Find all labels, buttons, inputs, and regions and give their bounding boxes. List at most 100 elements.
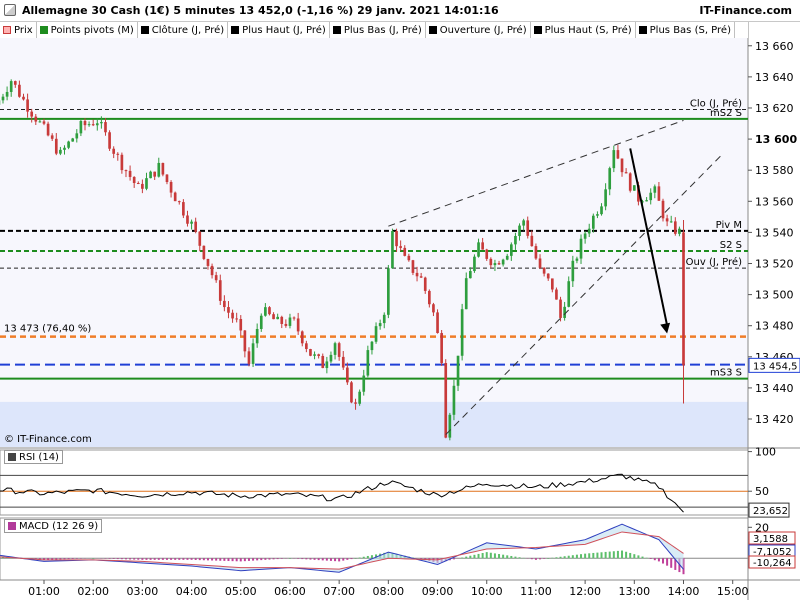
- price-tick-label: 13 580: [755, 164, 794, 177]
- macd-hist-bar: [256, 558, 259, 561]
- chart-type-icon[interactable]: [4, 4, 16, 16]
- candle-body: [444, 363, 448, 438]
- macd-hist-bar: [493, 553, 496, 559]
- candle-body: [116, 153, 120, 155]
- price-tick-label: 13 420: [755, 413, 794, 426]
- macd-hist-bar: [641, 556, 644, 559]
- candle-body: [202, 245, 206, 259]
- candle-body: [571, 260, 575, 282]
- rsi-line: [0, 473, 684, 513]
- candle-body: [567, 281, 571, 307]
- candle-body: [67, 141, 70, 148]
- macd-hist-bar: [186, 558, 189, 560]
- candle-body: [169, 181, 173, 193]
- macd-hist-bar: [342, 558, 345, 561]
- macd-hist-bar: [211, 558, 214, 561]
- candle-body: [223, 300, 226, 308]
- price-tick-label: 13 440: [755, 382, 794, 395]
- candle-body: [407, 255, 411, 261]
- time-tick-label: 15:00: [717, 585, 749, 598]
- brand-name: IT-Finance.com: [699, 4, 792, 17]
- level-label: mS2 S: [710, 108, 742, 119]
- candle-body: [522, 220, 525, 226]
- time-tick-label: 04:00: [176, 585, 208, 598]
- legend-swatch-icon: [638, 26, 647, 34]
- macd-hist-bar: [38, 558, 41, 560]
- candle-body: [157, 162, 161, 177]
- macd-hist-bar: [547, 558, 550, 559]
- macd-hist-bar: [510, 555, 513, 559]
- candle-body: [387, 268, 390, 315]
- candle-body: [489, 258, 493, 266]
- candle-body: [645, 200, 648, 202]
- macd-cloud: [0, 524, 684, 573]
- macd-hist-bar: [63, 558, 66, 560]
- candle-body: [239, 319, 243, 331]
- level-label: mS3 S: [710, 368, 742, 379]
- candle-body: [50, 135, 54, 139]
- macd-hist-bar: [325, 558, 328, 561]
- macd-hist-bar: [276, 558, 279, 560]
- candle-body: [276, 316, 279, 320]
- macd-hist-bar: [108, 558, 111, 559]
- candle-body: [132, 176, 136, 184]
- macd-hist-bar: [580, 554, 583, 559]
- legend-item[interactable]: Plus Bas (J, Pré): [330, 22, 426, 38]
- candle-body: [255, 328, 259, 344]
- macd-hist-bar: [112, 558, 115, 559]
- legend-swatch-icon: [39, 26, 48, 34]
- candle-body: [673, 221, 677, 234]
- macd-hist-bar: [530, 558, 533, 560]
- legend-item[interactable]: Ouverture (J, Pré): [426, 22, 531, 38]
- candle-body: [612, 150, 616, 169]
- candle-body: [100, 122, 103, 124]
- macd-hist-bar: [346, 558, 349, 560]
- candle-body: [559, 299, 562, 318]
- legend-item[interactable]: Clôture (J, Pré): [138, 22, 229, 38]
- candle-body: [288, 317, 292, 326]
- candle-body: [26, 99, 29, 112]
- candle-body: [218, 280, 222, 301]
- macd-hist-bar: [678, 558, 681, 573]
- macd-hist-bar: [141, 558, 144, 560]
- candle-body: [440, 333, 443, 364]
- rsi-panel-label[interactable]: RSI (14): [4, 450, 63, 464]
- macd-tick-label: 20: [755, 521, 769, 534]
- macd-hist-bar: [174, 558, 177, 560]
- candle-body: [145, 178, 148, 189]
- candle-body: [350, 382, 353, 403]
- legend-item[interactable]: Points pivots (M): [37, 22, 138, 38]
- candle-body: [284, 323, 288, 326]
- candle-body: [1, 96, 5, 101]
- macd-hist-bar: [555, 557, 558, 559]
- macd-hist-bar: [206, 558, 209, 561]
- legend-item[interactable]: Plus Haut (J, Pré): [228, 22, 330, 38]
- macd-hist-bar: [362, 556, 365, 559]
- candle-body: [436, 312, 439, 334]
- macd-hist-bar: [202, 558, 205, 561]
- macd-hist-bar: [235, 558, 238, 562]
- candle-body: [399, 246, 402, 248]
- legend-item[interactable]: Plus Haut (S, Pré): [531, 22, 636, 38]
- macd-hist-bar: [67, 558, 70, 560]
- legend-item[interactable]: Plus Bas (S, Pré): [636, 22, 735, 38]
- macd-hist-bar: [334, 558, 337, 562]
- candle-body: [13, 81, 17, 85]
- macd-hist-bar: [145, 558, 148, 560]
- candle-body: [34, 116, 38, 122]
- legend-item[interactable]: Prix: [0, 22, 37, 38]
- macd-hist-bar: [165, 558, 168, 560]
- price-tick-label: 13 660: [755, 40, 794, 53]
- candle-body: [280, 316, 284, 324]
- candle-body: [305, 343, 308, 350]
- legend-swatch-icon: [140, 26, 149, 34]
- candle-body: [452, 385, 456, 415]
- rsi-value-label: 23,652: [753, 506, 788, 517]
- macd-hist-bar: [129, 558, 132, 560]
- candle-body: [378, 323, 382, 327]
- candle-body: [292, 317, 296, 319]
- macd-panel-label[interactable]: MACD (12 26 9): [4, 519, 103, 533]
- candle-body: [173, 192, 177, 202]
- candle-body: [456, 355, 460, 386]
- candles-group: [0, 79, 685, 441]
